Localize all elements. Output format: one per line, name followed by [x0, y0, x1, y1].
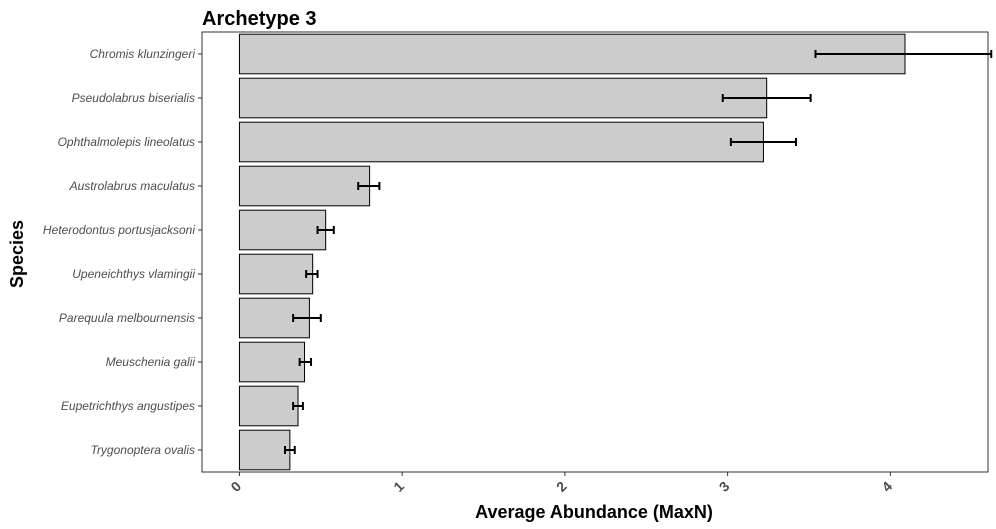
bar	[238, 341, 306, 383]
x-tick-label: 1	[390, 478, 407, 495]
chart-title: Archetype 3	[202, 8, 317, 30]
plot-panel-border	[201, 31, 989, 473]
y-tick-label: Upeneichthys vlamingii	[72, 267, 195, 281]
x-tick-label: 2	[553, 478, 570, 495]
bar	[238, 165, 371, 207]
x-axis-title: Average Abundance (MaxN)	[475, 502, 713, 522]
y-tick-label: Ophthalmolepis lineolatus	[58, 135, 195, 149]
x-tick-label: 0	[227, 478, 244, 495]
bar	[238, 77, 768, 119]
bar	[238, 121, 764, 163]
x-tick-label: 4	[878, 478, 895, 495]
x-tick-label: 3	[716, 478, 733, 495]
y-tick-label: Pseudolabrus biserialis	[72, 91, 195, 105]
y-tick-label: Austrolabrus maculatus	[69, 179, 195, 193]
plot-area: Chromis klunzingeri Pseudolabrus biserial…	[43, 31, 993, 495]
bar	[238, 209, 327, 251]
y-axis-title: Species	[7, 220, 27, 288]
bar	[238, 253, 314, 295]
bar	[238, 385, 299, 427]
bar	[238, 429, 291, 471]
y-tick-label: Heterodontus portusjacksoni	[43, 223, 195, 237]
y-tick-label: Eupetrichthys angustipes	[61, 399, 195, 413]
y-tick-label: Chromis klunzingeri	[90, 47, 196, 61]
y-tick-label: Meuschenia galii	[106, 355, 196, 369]
bar	[238, 33, 906, 75]
y-tick-label: Parequula melbournensis	[59, 311, 195, 325]
y-tick-label: Trygonoptera ovalis	[91, 443, 196, 457]
